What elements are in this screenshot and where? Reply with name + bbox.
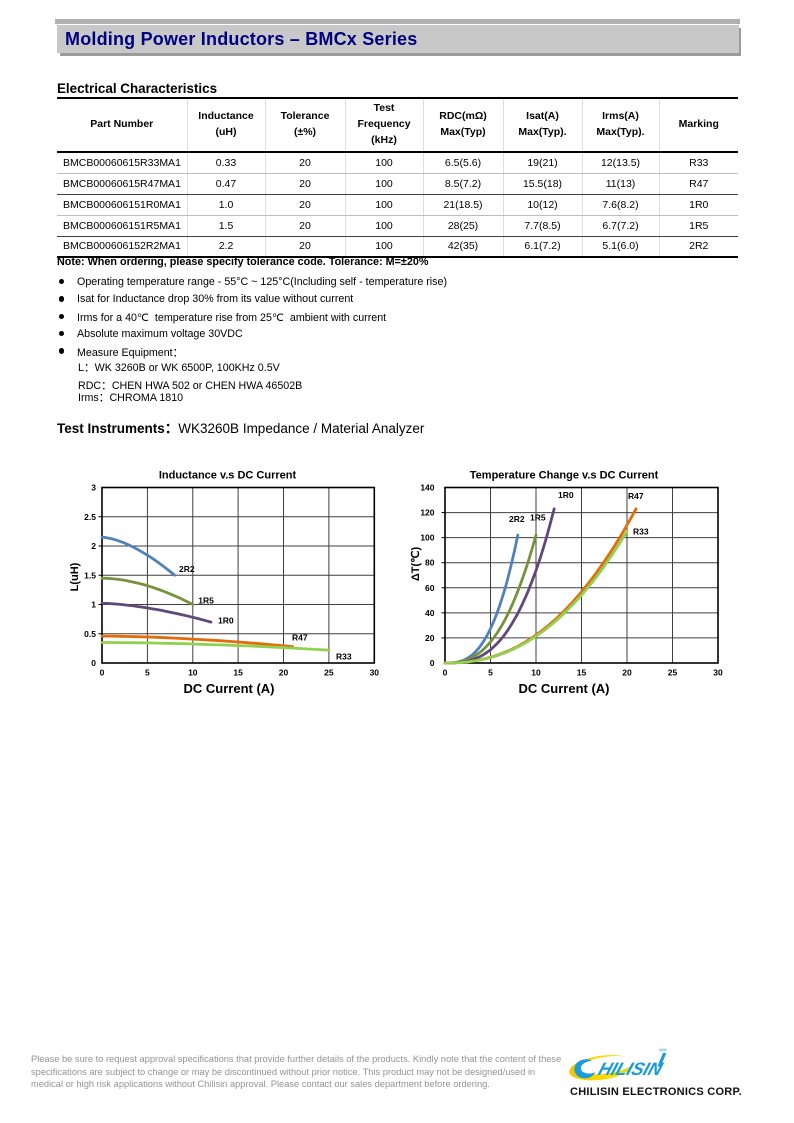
svg-text:R47: R47 — [292, 633, 308, 643]
svg-text:0: 0 — [443, 668, 448, 678]
svg-text:HILISIN: HILISIN — [596, 1058, 666, 1078]
svg-text:140: 140 — [420, 483, 434, 493]
svg-text:R47: R47 — [628, 491, 644, 501]
svg-text:5: 5 — [145, 668, 150, 678]
svg-text:25: 25 — [324, 668, 334, 678]
svg-text:0: 0 — [430, 658, 435, 668]
svg-text:30: 30 — [370, 668, 380, 678]
svg-text:0: 0 — [91, 658, 96, 668]
svg-text:60: 60 — [425, 583, 435, 593]
svg-text:30: 30 — [713, 668, 723, 678]
svg-text:80: 80 — [425, 558, 435, 568]
svg-text:1R0: 1R0 — [218, 616, 234, 626]
svg-text:20: 20 — [279, 668, 289, 678]
svg-text:1R0: 1R0 — [558, 490, 574, 500]
svg-text:1.5: 1.5 — [84, 570, 96, 580]
svg-text:2R2: 2R2 — [509, 514, 525, 524]
svg-text:0: 0 — [100, 668, 105, 678]
svg-text:DC Current (A): DC Current (A) — [519, 681, 610, 696]
svg-text:2: 2 — [91, 541, 96, 551]
svg-text:25: 25 — [668, 668, 678, 678]
svg-text:15: 15 — [577, 668, 587, 678]
svg-text:1: 1 — [91, 600, 96, 610]
svg-text:DC Current (A): DC Current (A) — [184, 681, 275, 696]
svg-text:20: 20 — [622, 668, 632, 678]
svg-text:10: 10 — [188, 668, 198, 678]
svg-text:1R5: 1R5 — [530, 513, 546, 523]
svg-text:Temperature Change v.s DC Curr: Temperature Change v.s DC Current — [470, 470, 659, 482]
svg-text:2.5: 2.5 — [84, 512, 96, 522]
svg-text:3: 3 — [91, 483, 96, 493]
svg-text:2R2: 2R2 — [179, 564, 195, 574]
svg-text:100: 100 — [420, 533, 434, 543]
svg-text:L(uH): L(uH) — [69, 562, 81, 591]
svg-text:40: 40 — [425, 608, 435, 618]
svg-text:R33: R33 — [336, 652, 352, 662]
svg-text:1R5: 1R5 — [198, 596, 214, 606]
svg-text:Inductance v.s DC Current: Inductance v.s DC Current — [159, 470, 297, 482]
svg-text:120: 120 — [420, 508, 434, 518]
svg-text:ΔT(℃): ΔT(℃) — [410, 547, 422, 582]
svg-text:20: 20 — [425, 633, 435, 643]
svg-text:10: 10 — [531, 668, 541, 678]
svg-text:5: 5 — [488, 668, 493, 678]
svg-text:R33: R33 — [633, 527, 649, 537]
svg-text:0.5: 0.5 — [84, 629, 96, 639]
svg-text:15: 15 — [233, 668, 243, 678]
